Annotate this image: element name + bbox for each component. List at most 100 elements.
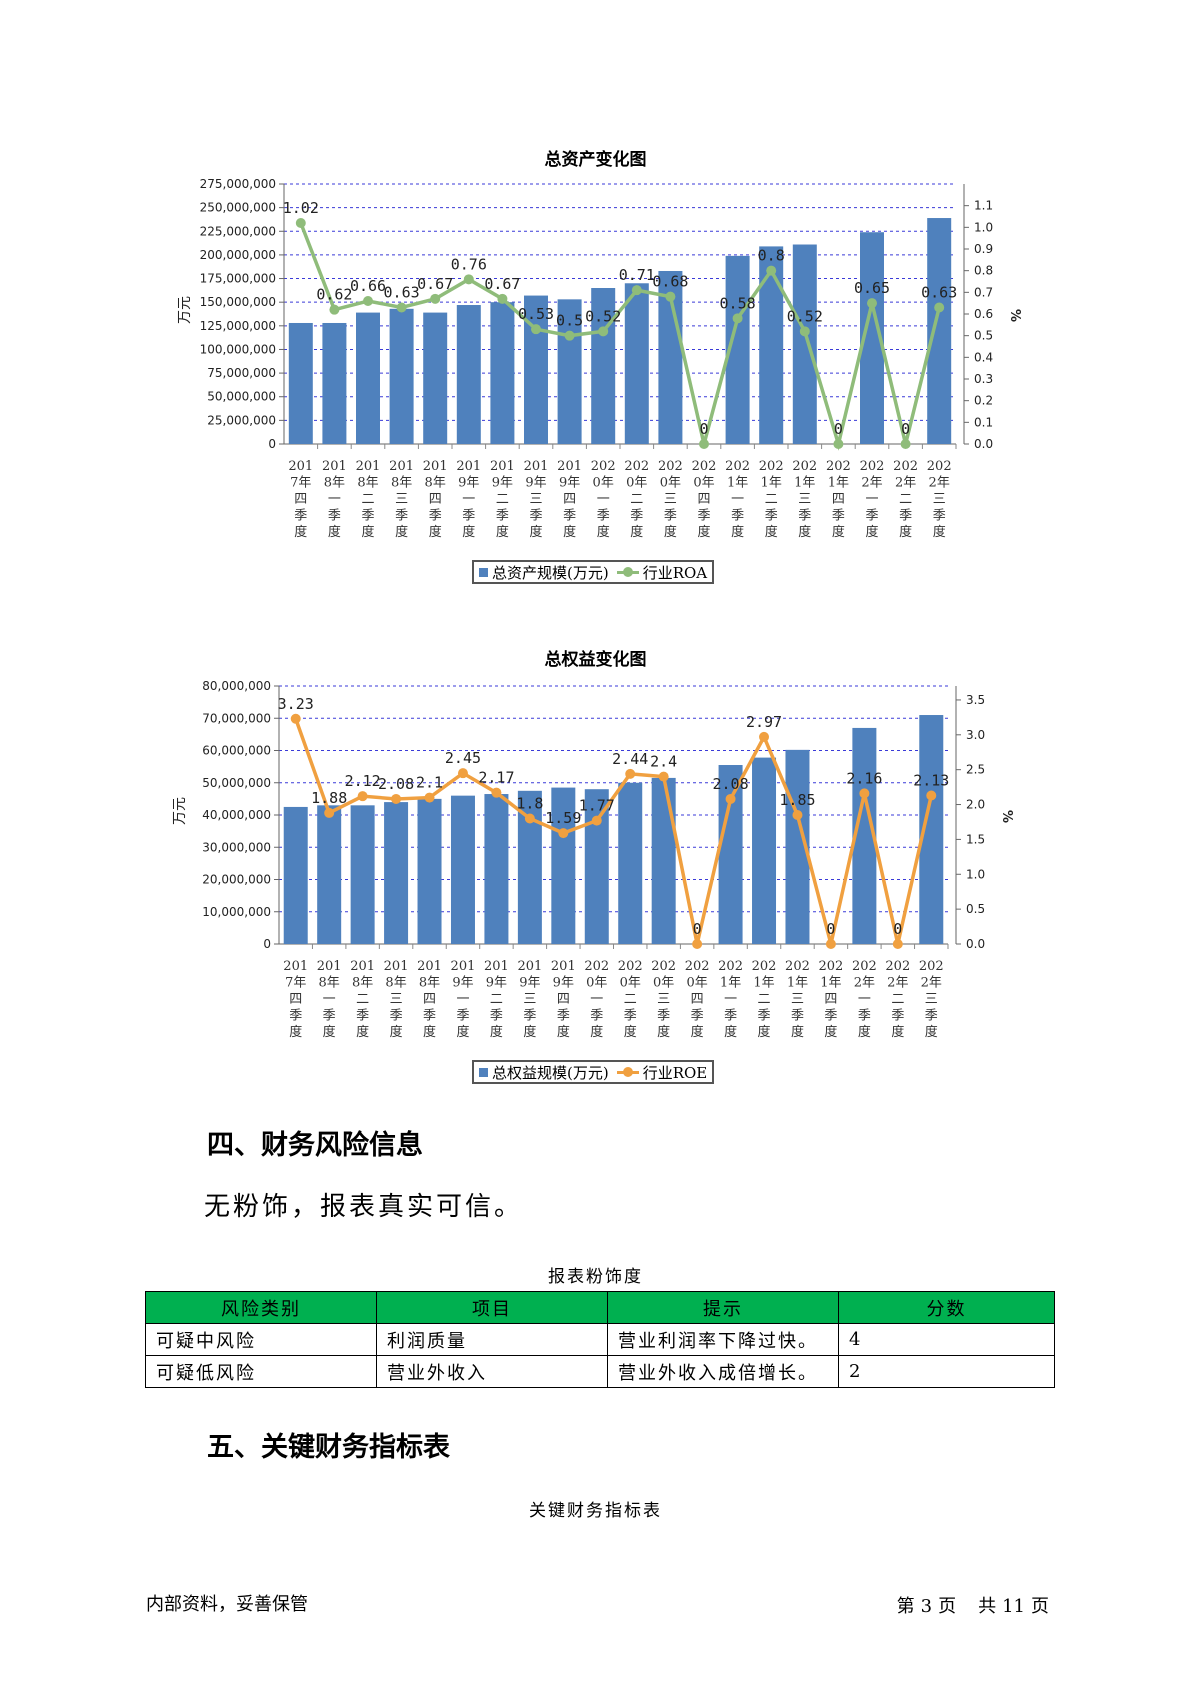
footer-page-info: 第 3 页共 11 页 <box>897 1592 1055 1618</box>
y-tick-label: 20,000,000 <box>202 873 271 887</box>
series-line <box>294 718 933 945</box>
x-tick-label: 202 1年一季度 <box>718 959 743 1040</box>
bar <box>551 787 576 944</box>
line-point <box>699 439 709 449</box>
x-tick-label: 202 1年四季度 <box>826 459 851 540</box>
total-prefix: 共 <box>978 1596 997 1617</box>
y2-tick-label: 0.0 <box>966 937 985 951</box>
data-label: 0.63 <box>384 284 420 302</box>
line-point <box>591 815 602 826</box>
data-label: 2.1 <box>416 774 443 792</box>
x-tick-label: 202 0年四季度 <box>692 459 717 540</box>
y-tick-label: 60,000,000 <box>202 744 271 758</box>
data-label: 2.12 <box>345 772 381 790</box>
legend-line-marker <box>616 1066 639 1077</box>
data-label: 2.08 <box>378 775 414 793</box>
line-point <box>363 296 373 306</box>
line-point <box>357 791 368 802</box>
data-label: 2.08 <box>713 775 749 793</box>
line-point <box>295 218 306 228</box>
x-tick-label: 202 1年一季度 <box>725 459 750 540</box>
x-tick-label: 202 0年三季度 <box>651 959 676 1040</box>
x-tick-label: 202 0年三季度 <box>658 459 683 540</box>
legend-bar-swatch <box>479 1067 488 1077</box>
x-tick-label: 202 1年三季度 <box>792 459 817 540</box>
data-label: 0 <box>901 420 910 438</box>
data-label: 2.45 <box>445 749 481 767</box>
line-point <box>497 293 508 304</box>
data-label: 0.52 <box>787 307 823 325</box>
risk-table: 风险类别 项目 提示 分数 可疑中风险 利润质量 营业利润率下降过快。 4 可疑… <box>145 1291 1055 1388</box>
key-indicators-caption: 关键财务指标表 <box>529 1501 662 1521</box>
y2-tick-label: 1.0 <box>974 220 993 234</box>
bar <box>317 805 342 944</box>
x-tick-label: 201 8年三季度 <box>384 959 409 1040</box>
data-label: 2.44 <box>612 750 648 768</box>
y-tick-label: 125,000,000 <box>200 319 276 333</box>
y-tick-label: 75,000,000 <box>207 366 276 380</box>
data-label: 0.63 <box>921 284 957 302</box>
cell-item: 利润质量 <box>376 1323 608 1356</box>
chart2-title: 总权益变化图 <box>544 650 647 670</box>
line-point <box>625 768 636 779</box>
bar <box>384 802 409 944</box>
y-tick-label: 30,000,000 <box>202 840 271 854</box>
bar <box>651 777 676 944</box>
data-label: 1.59 <box>545 809 581 827</box>
y2-tick-label: 3.0 <box>966 728 985 742</box>
y2-tick-label: 0.4 <box>974 350 993 364</box>
risk-table-header-row: 风险类别 项目 提示 分数 <box>145 1291 1055 1324</box>
y-tick-label: 250,000,000 <box>200 201 276 215</box>
data-label: 0.76 <box>451 255 487 273</box>
x-tick-label: 202 1年二季度 <box>759 459 784 540</box>
line-point <box>430 293 441 304</box>
chart1-legend: 总资产规模(万元) 行业ROA <box>472 560 715 584</box>
cell-hint: 营业利润率下降过快。 <box>607 1323 839 1356</box>
y2-tick-label: 2.5 <box>966 763 985 777</box>
line-point <box>457 768 468 779</box>
cell-score: 4 <box>838 1323 1055 1356</box>
line-point <box>934 302 945 313</box>
line-point <box>759 731 770 742</box>
data-label: 2.16 <box>846 769 882 787</box>
y2-tick-label: 0.5 <box>966 902 985 916</box>
y-tick-label: 0 <box>268 437 276 451</box>
x-tick-label: 202 1年四季度 <box>819 959 844 1040</box>
x-tick-label: 202 0年二季度 <box>624 459 649 540</box>
page-prefix: 第 <box>896 1596 915 1617</box>
line-point <box>324 807 335 818</box>
y-tick-label: 225,000,000 <box>200 224 276 238</box>
table-row: 可疑低风险 营业外收入 营业外收入成倍增长。 2 <box>145 1355 1055 1388</box>
y2-axis-label: % <box>999 810 1014 823</box>
data-label: 1.02 <box>283 199 319 217</box>
data-label: 0.5 <box>556 312 583 330</box>
line-point <box>524 813 535 824</box>
line-point <box>867 298 877 309</box>
footer-confidential: 内部资料，妥善保管 <box>146 1594 308 1615</box>
line-point <box>290 713 301 724</box>
legend-bar-label: 总资产规模(万元) <box>492 563 609 582</box>
cell-risk-type: 可疑中风险 <box>145 1323 377 1356</box>
bar <box>322 322 347 444</box>
data-label: 0.67 <box>484 275 520 293</box>
line-point <box>926 790 937 801</box>
line-point <box>792 810 803 820</box>
section4-heading: 四、财务风险信息 <box>207 1130 423 1161</box>
data-label: 0.65 <box>854 279 890 297</box>
data-label: 2.17 <box>478 769 514 787</box>
data-label: 0.8 <box>758 247 785 265</box>
bar <box>484 794 509 944</box>
x-tick-label: 201 9年一季度 <box>451 959 476 1040</box>
bar <box>423 312 448 444</box>
x-tick-label: 201 9年二季度 <box>484 959 509 1040</box>
y-tick-label: 40,000,000 <box>202 808 271 822</box>
chart1-title: 总资产变化图 <box>544 150 647 170</box>
data-label: 0.66 <box>350 277 386 295</box>
line-point <box>900 439 911 449</box>
data-label: 0 <box>693 920 702 938</box>
x-tick-label: 201 8年四季度 <box>417 959 442 1040</box>
y2-tick-label: 1.5 <box>966 832 985 846</box>
bar <box>417 798 442 944</box>
line-point <box>859 788 870 799</box>
bar <box>557 299 582 444</box>
